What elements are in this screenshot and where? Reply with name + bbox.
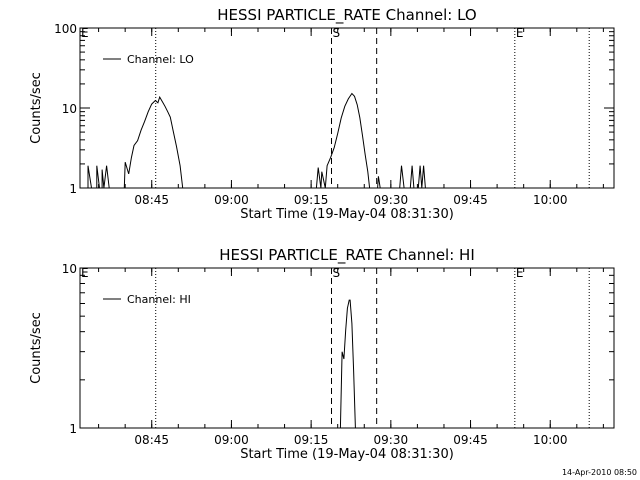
x-tick-label: 09:00: [214, 433, 249, 447]
marker-label-e: E: [516, 26, 524, 40]
x-tick-label: 08:45: [134, 193, 169, 207]
x-tick-label: 08:45: [134, 433, 169, 447]
x-tick-label: 09:15: [294, 433, 329, 447]
plot-frame: [79, 267, 615, 429]
x-tick-label: 09:45: [453, 193, 488, 207]
y-tick-label: 10: [62, 102, 77, 116]
plot-frame: [79, 27, 615, 189]
marker-label-s: S: [333, 26, 341, 40]
series-line: [339, 299, 356, 429]
legend-label: Channel: LO: [127, 53, 194, 66]
y-tick-label: 1: [69, 182, 77, 196]
y-axis-label: Counts/sec: [29, 72, 44, 144]
y-tick-label: 10: [62, 262, 77, 276]
series-line: [123, 95, 184, 189]
chart-title: HESSI PARTICLE_RATE Channel: HI: [219, 246, 475, 265]
x-tick-label: 10:00: [533, 433, 568, 447]
y-tick-label: 100: [54, 22, 77, 36]
lo-channel-panel: HESSI PARTICLE_RATE Channel: LO 08:45 09:0…: [29, 6, 615, 222]
series-line: [399, 165, 426, 189]
series-line: [315, 92, 371, 189]
marker-label-e: E: [81, 26, 89, 40]
x-tick-label: 09:00: [214, 193, 249, 207]
series-line: [87, 165, 110, 189]
legend-label: Channel: HI: [127, 293, 191, 306]
x-axis-label: Start Time (19-May-04 08:31:30): [240, 447, 454, 462]
marker-label-e: E: [81, 266, 89, 280]
chart-title: HESSI PARTICLE_RATE Channel: LO: [217, 6, 476, 25]
footer-timestamp: 14-Apr-2010 08:50: [562, 468, 637, 477]
marker-label-s: S: [333, 266, 341, 280]
x-tick-label: 09:30: [374, 193, 409, 207]
x-tick-label: 10:00: [533, 193, 568, 207]
marker-label-e: E: [516, 266, 524, 280]
hi-channel-panel: HESSI PARTICLE_RATE Channel: HI 08:45 09:0…: [29, 246, 615, 462]
x-axis-label: Start Time (19-May-04 08:31:30): [240, 207, 454, 222]
y-axis-label: Counts/sec: [29, 312, 44, 384]
x-tick-label: 09:15: [294, 193, 329, 207]
x-tick-label: 09:45: [453, 433, 488, 447]
series-line: [377, 176, 381, 189]
x-tick-label: 09:30: [374, 433, 409, 447]
y-tick-label: 1: [69, 422, 77, 436]
